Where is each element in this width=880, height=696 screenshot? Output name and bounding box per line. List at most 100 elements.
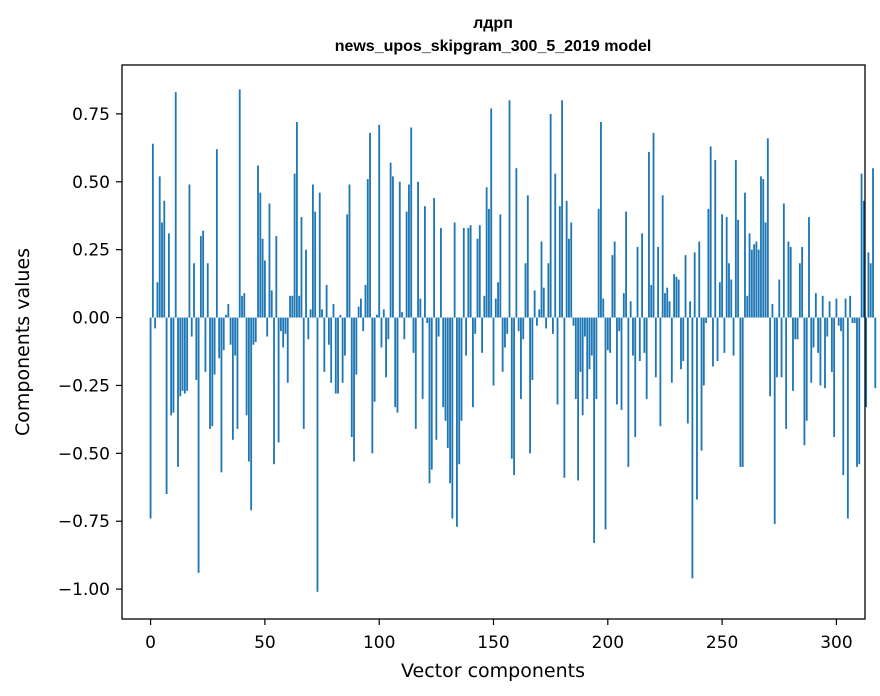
bar-226 [666, 287, 669, 318]
bar-189 [581, 317, 584, 416]
bar-131 [449, 317, 451, 484]
bar-295 [824, 317, 826, 389]
bar-38 [236, 317, 239, 429]
bar-62 [291, 295, 294, 318]
bar-36 [231, 317, 234, 440]
bar-229 [673, 274, 676, 318]
bar-284 [798, 263, 801, 318]
bar-13 [179, 317, 182, 397]
bar-32 [222, 317, 225, 351]
bar-82 [337, 317, 339, 394]
bar-201 [609, 317, 612, 353]
bar-312 [862, 200, 865, 318]
bar-167 [531, 317, 534, 381]
bar-83 [339, 314, 342, 318]
x-axis-label: Vector components [401, 660, 585, 682]
bar-84 [341, 317, 344, 383]
bar-253 [728, 263, 730, 318]
y-axis-label: Components values [12, 248, 34, 436]
bar-316 [872, 168, 874, 318]
bar-174 [547, 263, 550, 318]
bar-161 [517, 317, 520, 332]
bar-113 [408, 184, 410, 318]
bar-51 [266, 317, 269, 337]
bar-81 [334, 317, 337, 394]
bar-89 [353, 317, 355, 462]
bar-213 [636, 246, 639, 318]
bar-148 [488, 208, 490, 318]
bar-10 [172, 317, 175, 413]
bar-271 [769, 317, 772, 397]
bar-263 [750, 249, 753, 318]
bar-307 [851, 317, 854, 323]
bar-120 [424, 206, 426, 318]
bar-220 [652, 132, 655, 318]
bar-211 [632, 317, 634, 356]
bar-156 [506, 317, 509, 334]
bar-249 [718, 282, 721, 318]
bar-306 [849, 295, 852, 318]
bar-173 [545, 317, 547, 329]
bar-261 [746, 295, 749, 318]
bar-136 [460, 317, 463, 421]
bar-5 [161, 222, 163, 318]
bar-236 [689, 301, 692, 318]
bar-54 [273, 317, 275, 465]
bar-141 [472, 317, 474, 408]
bar-95 [366, 179, 369, 318]
bar-194 [593, 317, 596, 543]
bar-223 [659, 317, 662, 427]
bar-110 [401, 312, 403, 318]
bar-157 [508, 100, 511, 318]
bar-67 [302, 317, 305, 429]
bar-86 [346, 214, 349, 318]
bar-134 [456, 317, 458, 527]
bar-314 [867, 252, 870, 318]
bar-103 [385, 317, 387, 378]
bar-278 [785, 317, 788, 429]
bar-252 [725, 217, 728, 318]
bar-49 [261, 238, 264, 318]
bar-9 [170, 317, 173, 416]
bar-212 [634, 317, 637, 438]
bar-303 [842, 317, 845, 476]
bar-260 [744, 192, 746, 318]
bar-44 [250, 317, 253, 511]
bar-272 [771, 303, 774, 318]
bar-313 [865, 317, 868, 408]
bar-6 [163, 200, 166, 318]
bar-140 [469, 225, 472, 318]
bar-227 [668, 301, 671, 318]
bar-26 [209, 317, 211, 429]
bar-138 [465, 317, 467, 356]
bar-98 [373, 317, 376, 402]
bar-238 [693, 252, 696, 318]
bar-63 [293, 173, 296, 318]
bar-311 [860, 173, 863, 318]
bar-115 [412, 317, 415, 353]
bar-237 [691, 317, 694, 579]
bar-147 [485, 187, 488, 318]
bar-46 [254, 317, 257, 342]
bar-104 [387, 317, 390, 340]
bar-80 [332, 303, 335, 318]
bar-196 [597, 208, 600, 318]
bar-188 [579, 317, 582, 372]
bar-119 [421, 317, 424, 400]
bar-300 [835, 298, 838, 318]
bar-40 [241, 295, 243, 318]
y-tick-label: −0.25 [58, 376, 110, 396]
bar-109 [398, 181, 401, 318]
bar-116 [414, 317, 417, 429]
bar-33 [225, 314, 227, 318]
bar-50 [263, 260, 266, 318]
bar-285 [801, 246, 804, 318]
bar-70 [309, 309, 312, 318]
bar-47 [257, 165, 259, 318]
y-tick-label: 0.00 [72, 309, 110, 329]
bar-160 [515, 168, 518, 318]
bar-91 [357, 306, 360, 318]
chart-subtitle: news_upos_skipgram_300_5_2019 model [335, 38, 652, 55]
bar-268 [762, 179, 765, 318]
